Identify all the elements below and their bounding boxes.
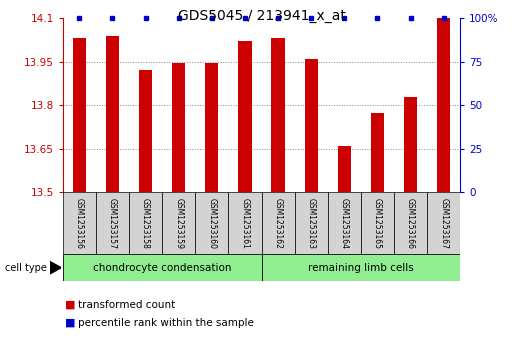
Bar <box>96 192 129 254</box>
Bar <box>195 192 229 254</box>
Text: ■: ■ <box>65 318 76 328</box>
Text: percentile rank within the sample: percentile rank within the sample <box>78 318 254 328</box>
Text: GSM1253165: GSM1253165 <box>373 198 382 249</box>
Bar <box>328 192 361 254</box>
Bar <box>304 59 318 192</box>
Bar <box>238 41 252 192</box>
Text: remaining limb cells: remaining limb cells <box>308 263 414 273</box>
Bar <box>271 38 285 192</box>
Bar <box>63 254 262 281</box>
Bar <box>404 97 417 192</box>
Bar <box>262 254 460 281</box>
Bar <box>262 192 294 254</box>
Bar <box>129 192 162 254</box>
Bar <box>205 63 219 192</box>
Text: GSM1253160: GSM1253160 <box>207 198 217 249</box>
Bar <box>172 63 185 192</box>
Text: GSM1253162: GSM1253162 <box>274 198 282 249</box>
Text: GSM1253156: GSM1253156 <box>75 198 84 249</box>
Text: transformed count: transformed count <box>78 300 176 310</box>
Bar <box>361 192 394 254</box>
Bar <box>394 192 427 254</box>
Text: GSM1253159: GSM1253159 <box>174 198 183 249</box>
Bar <box>162 192 195 254</box>
Bar <box>437 18 450 192</box>
Bar <box>229 192 262 254</box>
Bar <box>63 192 96 254</box>
Text: chondrocyte condensation: chondrocyte condensation <box>93 263 231 273</box>
Bar <box>139 70 152 192</box>
Bar <box>294 192 328 254</box>
Polygon shape <box>50 261 61 274</box>
Bar <box>106 36 119 192</box>
Text: GSM1253161: GSM1253161 <box>241 198 249 249</box>
Text: GSM1253157: GSM1253157 <box>108 198 117 249</box>
Bar <box>73 38 86 192</box>
Text: GSM1253166: GSM1253166 <box>406 198 415 249</box>
Text: GDS5045 / 213941_x_at: GDS5045 / 213941_x_at <box>178 9 345 23</box>
Text: cell type: cell type <box>5 263 47 273</box>
Bar <box>338 146 351 192</box>
Text: GSM1253158: GSM1253158 <box>141 198 150 249</box>
Text: GSM1253167: GSM1253167 <box>439 198 448 249</box>
Text: GSM1253163: GSM1253163 <box>306 198 316 249</box>
Bar <box>427 192 460 254</box>
Text: GSM1253164: GSM1253164 <box>340 198 349 249</box>
Text: ■: ■ <box>65 300 76 310</box>
Bar <box>371 113 384 192</box>
